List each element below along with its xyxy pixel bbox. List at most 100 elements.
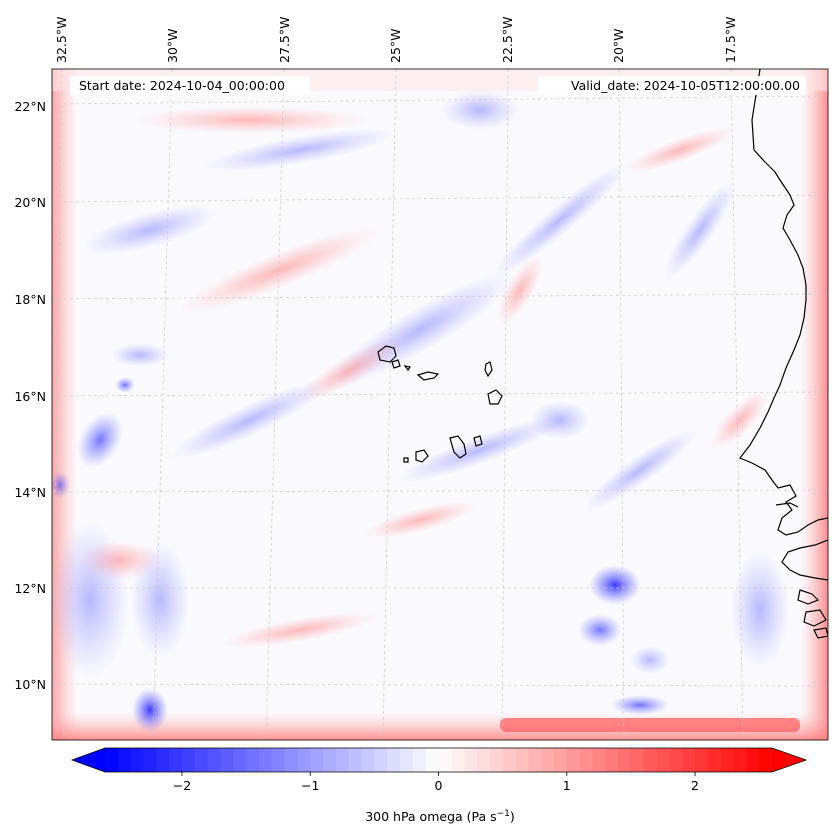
colorbar-level-24 <box>412 748 427 772</box>
santo-antao-island <box>377 345 397 363</box>
colorbar-level-18 <box>335 748 350 772</box>
colorbar-level-46 <box>695 748 709 772</box>
brava-island <box>403 457 409 463</box>
map-panel: Start date: 2024-10-04_00:00:00 Valid_da… <box>51 68 829 741</box>
guinea-bissau-coastline <box>781 539 828 581</box>
colorbar-level-19 <box>348 748 363 772</box>
colorbar-tick-label: −1 <box>301 778 319 793</box>
lat-label-20n: 20°N <box>14 195 46 210</box>
lon-label-32-5w: 32.5°W <box>54 17 69 63</box>
colorbar-level-11 <box>246 748 260 772</box>
bijagos-islands <box>797 589 828 639</box>
colorbar-extend-min <box>72 748 105 772</box>
valid-date-label: Valid_date: 2024-10-05T12:00:00.00 <box>571 78 800 93</box>
colorbar-level-29 <box>476 748 491 772</box>
colorbar: −2 −1 0 1 2 300 hPa omega (Pa s−1) <box>70 747 808 824</box>
colorbar-level-40 <box>618 748 632 772</box>
colorbar-title: 300 hPa omega (Pa s−1) <box>365 809 515 824</box>
graticule <box>52 69 828 740</box>
colorbar-level-51 <box>759 748 773 772</box>
gambia-inlet <box>775 502 799 508</box>
colorbar-level-48 <box>720 748 735 772</box>
lon-label-22-5w: 22.5°W <box>500 17 515 63</box>
colorbar-level-9 <box>220 748 234 772</box>
colorbar-tick-label: 2 <box>691 778 699 793</box>
colorbar-level-37 <box>579 748 594 772</box>
lon-label-25w: 25°W <box>388 28 403 63</box>
start-date-box <box>70 76 310 95</box>
colorbar-level-22 <box>387 748 401 772</box>
colorbar-level-14 <box>284 748 299 772</box>
colorbar-level-15 <box>297 748 311 772</box>
lon-label-30w: 30°W <box>165 28 180 63</box>
colorbar-level-35 <box>553 748 568 772</box>
sal-island <box>484 361 493 378</box>
fogo-island <box>415 449 429 463</box>
longitude-labels: 32.5°W 30°W 27.5°W 25°W 22.5°W 20°W 17.5… <box>54 17 738 63</box>
lat-label-16n: 16°N <box>14 389 46 404</box>
colorbar-ticks: −2 −1 0 1 2 <box>173 772 699 793</box>
colorbar-level-26 <box>438 748 452 772</box>
colorbar-outline <box>70 747 808 773</box>
lat-label-18n: 18°N <box>14 292 46 307</box>
colorbar-tick-label: 0 <box>435 778 443 793</box>
start-date-label: Start date: 2024-10-04_00:00:00 <box>79 78 285 93</box>
lat-label-10n: 10°N <box>14 677 46 692</box>
map-frame <box>51 68 829 741</box>
colorbar-level-38 <box>592 748 606 772</box>
coastline <box>739 69 828 639</box>
colorbar-level-47 <box>707 748 722 772</box>
colorbar-level-27 <box>451 748 465 772</box>
right-boundary-zone <box>800 69 828 740</box>
colorbar-level-17 <box>323 748 337 772</box>
colorbar-tick-label: 1 <box>563 778 571 793</box>
colorbar-level-1 <box>117 748 132 772</box>
colorbar-level-32 <box>515 748 529 772</box>
sao-vicente-island <box>391 359 401 369</box>
colorbar-level-23 <box>400 748 414 772</box>
colorbar-tick-label: −2 <box>173 778 191 793</box>
latitude-labels: 22°N 20°N 18°N 16°N 14°N 12°N 10°N <box>14 99 46 692</box>
colorbar-level-8 <box>207 748 222 772</box>
lon-label-20w: 20°W <box>611 28 626 63</box>
west-africa-coastline <box>739 69 828 536</box>
lat-label-14n: 14°N <box>14 485 46 500</box>
colorbar-level-10 <box>233 748 247 772</box>
lon-label-27-5w: 27.5°W <box>277 17 292 63</box>
colorbar-segments <box>105 748 773 772</box>
colorbar-level-16 <box>310 748 324 772</box>
colorbar-level-41 <box>630 748 645 772</box>
colorbar-level-3 <box>143 748 157 772</box>
santa-luzia-island <box>403 365 411 372</box>
lat-label-12n: 12°N <box>14 581 46 596</box>
bottom-strong-ascent-band <box>500 718 800 732</box>
colorbar-level-21 <box>374 748 388 772</box>
colorbar-level-50 <box>746 748 760 772</box>
colorbar-level-12 <box>258 748 273 772</box>
colorbar-level-28 <box>464 748 478 772</box>
lat-label-22n: 22°N <box>14 99 46 114</box>
colorbar-level-33 <box>528 748 542 772</box>
colorbar-level-31 <box>502 748 517 772</box>
colorbar-level-42 <box>643 748 658 772</box>
boa-vista-island <box>487 389 503 405</box>
lon-label-17-5w: 17.5°W <box>723 17 738 63</box>
maio-island <box>473 435 483 447</box>
santiago-island <box>449 435 467 459</box>
colorbar-level-5 <box>169 748 183 772</box>
colorbar-level-44 <box>669 748 683 772</box>
colorbar-level-25 <box>425 748 440 772</box>
colorbar-level-2 <box>130 748 145 772</box>
valid-date-box <box>538 76 806 95</box>
colorbar-level-34 <box>541 748 555 772</box>
colorbar-extend-max <box>772 748 806 772</box>
colorbar-level-49 <box>733 748 747 772</box>
colorbar-level-13 <box>271 748 286 772</box>
colorbar-level-30 <box>489 748 504 772</box>
colorbar-level-20 <box>361 748 375 772</box>
sao-nicolau-island <box>416 371 440 381</box>
colorbar-level-0 <box>105 748 119 772</box>
colorbar-level-4 <box>156 748 170 772</box>
colorbar-level-39 <box>605 748 619 772</box>
colorbar-level-45 <box>682 748 696 772</box>
